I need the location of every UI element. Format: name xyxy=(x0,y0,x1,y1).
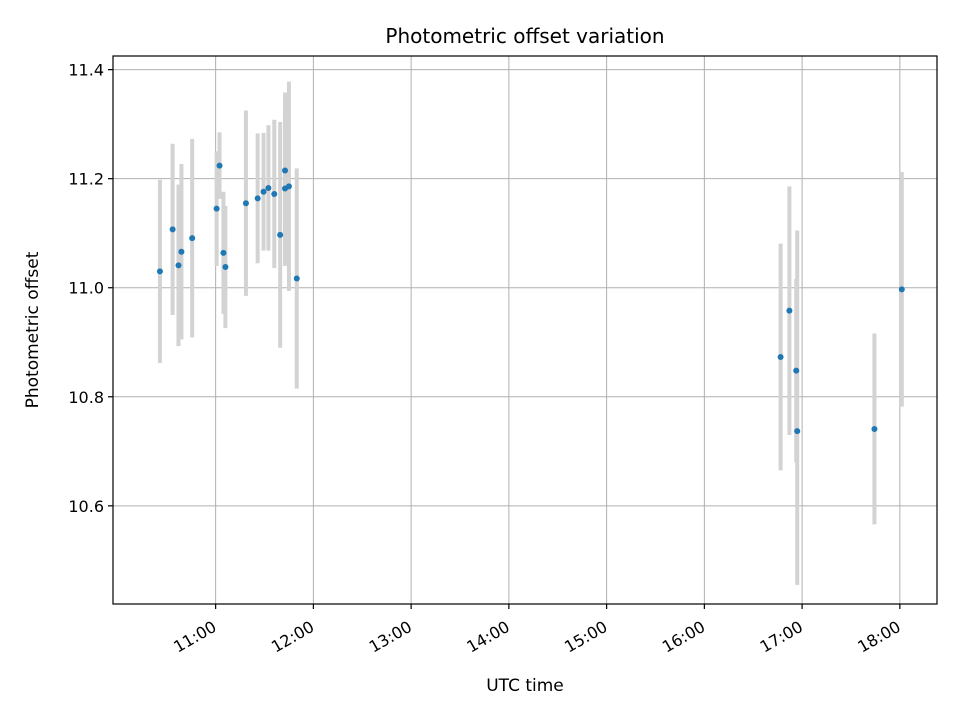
data-point xyxy=(794,428,801,435)
data-point xyxy=(175,262,182,269)
data-point xyxy=(260,188,267,195)
data-point xyxy=(871,425,878,432)
y-tick-label: 10.6 xyxy=(68,497,104,516)
data-point xyxy=(293,275,300,282)
data-point xyxy=(213,205,220,212)
chart-title: Photometric offset variation xyxy=(385,24,664,48)
grid xyxy=(113,56,937,604)
data-point xyxy=(786,307,793,314)
data-point xyxy=(189,235,196,242)
y-axis-label: Photometric offset xyxy=(23,251,43,408)
data-point xyxy=(285,183,292,190)
data-points xyxy=(156,162,905,435)
data-point xyxy=(282,167,289,174)
data-point xyxy=(220,249,227,256)
data-point xyxy=(254,195,261,202)
data-point xyxy=(793,367,800,374)
data-point xyxy=(222,264,229,271)
data-point xyxy=(777,353,784,360)
y-tick-label: 11.4 xyxy=(68,61,104,80)
data-point xyxy=(242,200,249,207)
data-point xyxy=(216,162,223,169)
data-point xyxy=(265,184,272,191)
data-point xyxy=(178,248,185,255)
data-point xyxy=(156,268,163,275)
data-point xyxy=(271,190,278,197)
y-tick-label: 11.2 xyxy=(68,170,104,189)
plot-frame xyxy=(112,55,938,605)
data-point xyxy=(898,286,905,293)
data-point xyxy=(169,226,176,233)
data-point xyxy=(277,231,284,238)
y-tick-label: 10.8 xyxy=(68,388,104,407)
y-tick-label: 11.0 xyxy=(68,279,104,298)
x-axis-label: UTC time xyxy=(486,676,564,696)
